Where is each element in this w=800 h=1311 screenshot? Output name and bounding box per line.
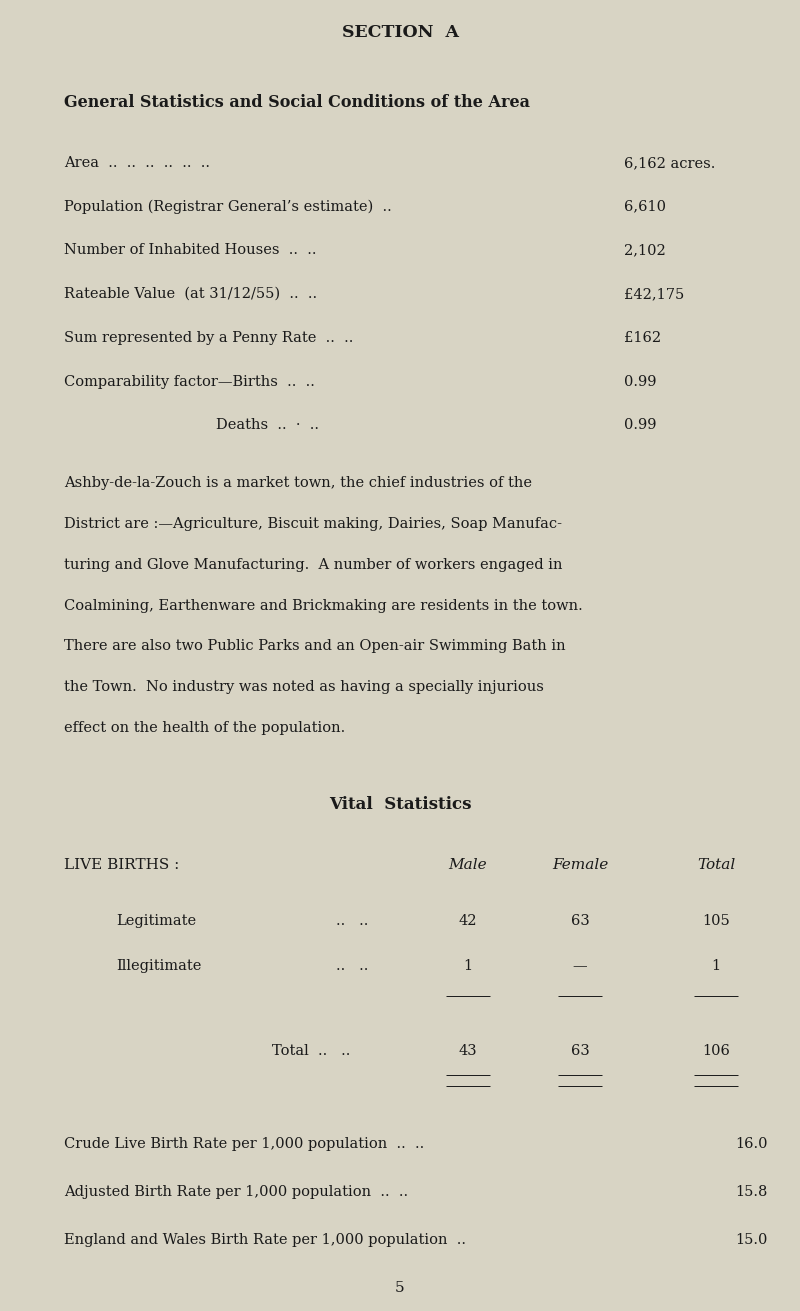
Text: Area  ..  ..  ..  ..  ..  ..: Area .. .. .. .. .. .. [64, 156, 210, 170]
Text: Number of Inhabited Houses  ..  ..: Number of Inhabited Houses .. .. [64, 244, 317, 257]
Text: ..   ..: .. .. [336, 960, 368, 973]
Text: 63: 63 [570, 1044, 590, 1058]
Text: Female: Female [552, 857, 608, 872]
Text: England and Wales Birth Rate per 1,000 population  ..: England and Wales Birth Rate per 1,000 p… [64, 1232, 466, 1247]
Text: 16.0: 16.0 [735, 1137, 768, 1151]
Text: Rateable Value  (at 31/12/55)  ..  ..: Rateable Value (at 31/12/55) .. .. [64, 287, 317, 302]
Text: Sum represented by a Penny Rate  ..  ..: Sum represented by a Penny Rate .. .. [64, 330, 354, 345]
Text: £42,175: £42,175 [624, 287, 684, 302]
Text: 2,102: 2,102 [624, 244, 666, 257]
Text: effect on the health of the population.: effect on the health of the population. [64, 721, 346, 735]
Text: 43: 43 [458, 1044, 478, 1058]
Text: Total: Total [697, 857, 735, 872]
Text: 6,610: 6,610 [624, 199, 666, 214]
Text: —: — [573, 960, 587, 973]
Text: SECTION  A: SECTION A [342, 24, 458, 41]
Text: LIVE BIRTHS :: LIVE BIRTHS : [64, 857, 179, 872]
Text: 0.99: 0.99 [624, 418, 657, 433]
Text: Crude Live Birth Rate per 1,000 population  ..  ..: Crude Live Birth Rate per 1,000 populati… [64, 1137, 424, 1151]
Text: 15.0: 15.0 [736, 1232, 768, 1247]
Text: General Statistics and Social Conditions of the Area: General Statistics and Social Conditions… [64, 94, 530, 111]
Text: Illegitimate: Illegitimate [116, 960, 202, 973]
Text: There are also two Public Parks and an Open-air Swimming Bath in: There are also two Public Parks and an O… [64, 640, 566, 653]
Text: turing and Glove Manufacturing.  A number of workers engaged in: turing and Glove Manufacturing. A number… [64, 557, 562, 572]
Text: 1: 1 [711, 960, 721, 973]
Text: Legitimate: Legitimate [116, 914, 196, 928]
Text: Ashby-de-la-Zouch is a market town, the chief industries of the: Ashby-de-la-Zouch is a market town, the … [64, 476, 532, 490]
Text: Coalmining, Earthenware and Brickmaking are residents in the town.: Coalmining, Earthenware and Brickmaking … [64, 599, 582, 612]
Text: Population (Registrar General’s estimate)  ..: Population (Registrar General’s estimate… [64, 199, 392, 214]
Text: Male: Male [449, 857, 487, 872]
Text: District are :—Agriculture, Biscuit making, Dairies, Soap Manufac-: District are :—Agriculture, Biscuit maki… [64, 517, 562, 531]
Text: £162: £162 [624, 330, 661, 345]
Text: 0.99: 0.99 [624, 375, 657, 388]
Text: Vital  Statistics: Vital Statistics [329, 796, 471, 813]
Text: 5: 5 [395, 1281, 405, 1295]
Text: Deaths  ..  ·  ..: Deaths .. · .. [216, 418, 319, 433]
Text: ..   ..: .. .. [336, 914, 368, 928]
Text: 63: 63 [570, 914, 590, 928]
Text: 105: 105 [702, 914, 730, 928]
Text: the Town.  No industry was noted as having a specially injurious: the Town. No industry was noted as havin… [64, 680, 544, 695]
Text: Comparability factor—Births  ..  ..: Comparability factor—Births .. .. [64, 375, 315, 388]
Text: 6,162 acres.: 6,162 acres. [624, 156, 715, 170]
Text: 42: 42 [458, 914, 478, 928]
Text: 15.8: 15.8 [736, 1185, 768, 1198]
Text: Total  ..   ..: Total .. .. [272, 1044, 350, 1058]
Text: Adjusted Birth Rate per 1,000 population  ..  ..: Adjusted Birth Rate per 1,000 population… [64, 1185, 408, 1198]
Text: 1: 1 [463, 960, 473, 973]
Text: 106: 106 [702, 1044, 730, 1058]
